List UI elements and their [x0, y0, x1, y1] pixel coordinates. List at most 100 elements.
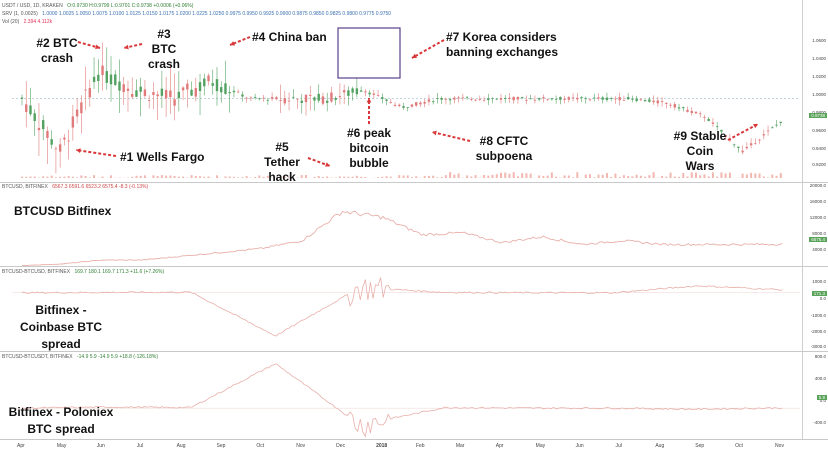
volume-bar — [470, 176, 473, 178]
volume-bar — [750, 172, 753, 178]
volume-bar — [711, 172, 714, 178]
candle — [97, 74, 100, 82]
candle — [775, 124, 778, 126]
indicator-label[interactable]: SRV (1, 0.0025) — [2, 11, 38, 17]
tick: 0.9600 — [812, 128, 826, 133]
candle — [724, 134, 727, 138]
volume-bar — [258, 175, 261, 178]
volume-bar — [521, 173, 524, 178]
candle — [546, 99, 549, 101]
candle — [63, 137, 66, 140]
volume-bar — [516, 176, 519, 178]
candle — [143, 89, 147, 96]
candle — [618, 97, 621, 101]
candle — [20, 97, 24, 99]
indicator-values: 1.0000 1.0025 1.0050 1.0075 1.0100 1.012… — [42, 11, 392, 17]
x-tick-label: Nov — [296, 443, 306, 449]
btcusd-axis[interactable]: 20000.0 16000.0 12000.0 8000.0 4000.0 65… — [802, 183, 828, 266]
candle — [342, 90, 346, 93]
candle — [92, 76, 96, 82]
volume-bar — [754, 173, 757, 178]
btcusd-pane: BTCUSD, BITFINEX 6567.3 6591.6 6523.2 65… — [0, 183, 828, 267]
btcusd-symbol[interactable]: BTCUSD, BITFINEX — [2, 184, 48, 190]
volume-bar — [584, 174, 587, 178]
volume-bar — [652, 172, 655, 178]
candle — [300, 100, 303, 103]
arrow-tether-hack-head — [325, 162, 330, 167]
candle — [631, 98, 634, 100]
volume-bar — [50, 175, 53, 178]
annotation-korea: #7 Korea considers banning exchanges — [446, 30, 566, 60]
candle — [292, 96, 295, 98]
pol-axis[interactable]: 800.0 400.0 0.0 -400.0 5.9 — [802, 352, 828, 439]
symbol-title[interactable]: USDT / USD, 1D, KRAKEN — [2, 3, 63, 9]
volume-bar — [25, 176, 28, 178]
arrow-btc-crash-3-head — [124, 44, 129, 50]
volume-bar — [232, 176, 235, 178]
candle — [249, 97, 253, 99]
coinbase-spread-pane: BTCUSD-BTCUSD, BITFINEX 169.7 180.1 169.… — [0, 267, 828, 352]
volume-bar — [402, 175, 405, 178]
volume-bar — [512, 172, 515, 178]
candle — [351, 88, 354, 93]
cb-symbol[interactable]: BTCUSD-BTCUSD, BITFINEX — [2, 269, 71, 275]
volume-bar — [84, 176, 87, 178]
volume-bar — [576, 172, 579, 178]
volume-bar — [347, 176, 350, 178]
volume-bar — [385, 176, 388, 178]
volume-bar — [661, 175, 664, 178]
candle — [626, 96, 630, 100]
candle — [588, 99, 592, 101]
usdt-price-pane: USDT / USD, 1D, KRAKEN O:0.9730 H:0.9799… — [0, 0, 828, 183]
volume-bar — [622, 175, 625, 178]
candle — [224, 83, 227, 94]
volume-bar — [279, 176, 282, 178]
candle — [754, 143, 757, 145]
tick: 0.9800 — [812, 110, 826, 115]
tick: 1000.0 — [812, 279, 826, 284]
candle — [80, 102, 83, 114]
pol-badge: 5.9 — [816, 395, 827, 400]
volume-bar — [724, 173, 727, 178]
candle — [25, 104, 28, 112]
arrow-wells-fargo — [75, 149, 117, 157]
candle — [228, 92, 231, 94]
candle — [690, 110, 693, 114]
volume-bar — [186, 177, 189, 178]
annotation-btc-crash-3: #3 BTC crash — [144, 27, 184, 72]
btcusd-header: BTCUSD, BITFINEX 6567.3 6591.6 6523.2 65… — [2, 184, 151, 190]
volume-bar — [224, 176, 227, 178]
candle — [164, 90, 168, 99]
cb-axis[interactable]: 1000.0 0.0 -1000.0 -2000.0 -3000.0 171.3 — [802, 267, 828, 351]
candle — [686, 109, 689, 112]
annotation-wells-fargo: #1 Wells Fargo — [120, 150, 205, 164]
arrow-korea-head — [412, 53, 417, 58]
tick: -3000.0 — [810, 344, 826, 349]
annotation-stable-coin-text: #9 Stable Coin Wars — [673, 129, 727, 173]
volume-bar — [377, 177, 380, 178]
candle — [711, 122, 715, 124]
volume-bar — [228, 176, 231, 178]
candle — [694, 111, 698, 114]
price-axis[interactable]: 1.0600 1.0400 1.0200 1.0000 0.9800 0.960… — [802, 0, 828, 182]
candle — [525, 99, 528, 101]
tick: 1.0200 — [812, 74, 826, 79]
candle — [410, 104, 414, 107]
candle — [211, 83, 214, 86]
x-tick-label: Dec — [336, 443, 346, 449]
candle — [465, 96, 469, 98]
volume-bar — [343, 176, 346, 178]
pol-symbol[interactable]: BTCUSD-BTCUSDT, BITFINEX — [2, 354, 73, 360]
pol-values: -14.9 5.9 -14.9 5.9 +18.8 (-126.18%) — [76, 354, 158, 360]
volume-label[interactable]: Vol (20) — [2, 19, 20, 25]
candle — [241, 94, 244, 97]
arrow-stable-coin-head — [753, 123, 758, 129]
candle — [402, 106, 405, 108]
arrow-peak-bubble-head — [366, 98, 372, 103]
volume-bar — [644, 176, 647, 178]
arrow-cftc — [431, 131, 471, 142]
volume-bar — [237, 177, 240, 178]
candle — [470, 99, 473, 100]
candle — [67, 140, 70, 142]
